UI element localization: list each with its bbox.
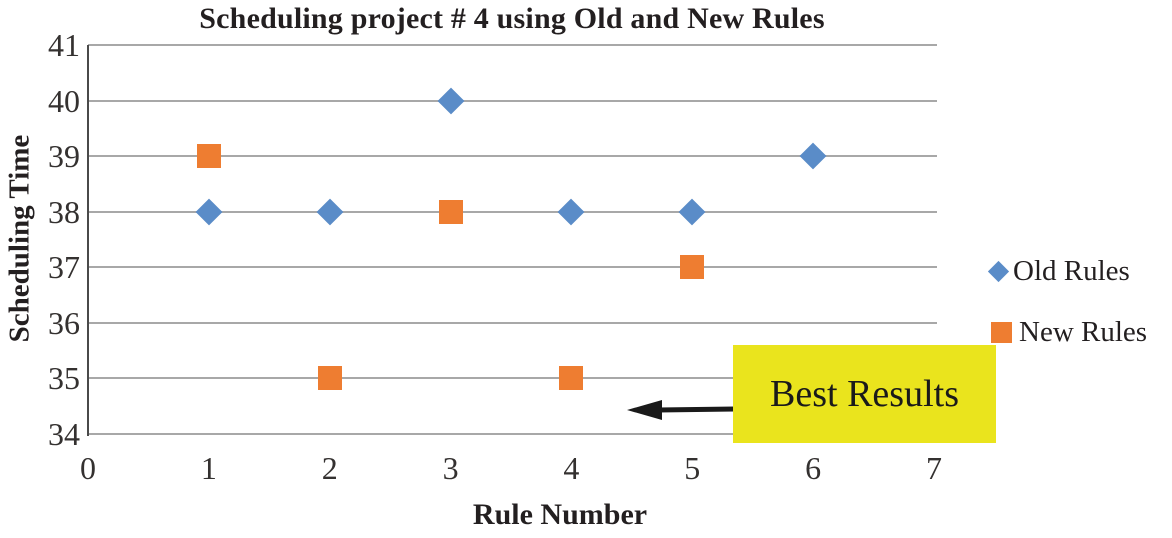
legend-label-old-rules: Old Rules (1013, 254, 1130, 287)
y-tick-label-39: 39 (48, 138, 80, 175)
legend: Old Rules New Rules (987, 252, 1147, 374)
x-axis-title: Rule Number (472, 498, 648, 531)
y-tick-label-36: 36 (48, 304, 80, 341)
y-axis-title: Scheduling Time (3, 134, 36, 343)
legend-item-old-rules: Old Rules (987, 252, 1147, 290)
y-tick-label-38: 38 (48, 193, 80, 230)
gridline-y-41 (88, 44, 937, 46)
gridline-y-38 (88, 210, 937, 213)
new-rules-point-2 (317, 366, 342, 391)
x-tick-label-5: 5 (684, 450, 701, 486)
y-axis-line (87, 45, 89, 436)
best-results-label: Best Results (770, 373, 959, 415)
x-tick-label-7: 7 (926, 450, 942, 486)
gridline-y-40 (88, 99, 937, 102)
new-rules-square-icon (991, 321, 1012, 343)
legend-item-new-rules: New Rules (991, 313, 1147, 351)
x-tick-label-6: 6 (805, 450, 822, 486)
x-tick-label-4: 4 (563, 450, 580, 486)
best-results-annotation: Best Results (733, 345, 996, 443)
best-results-arrow-icon (627, 400, 736, 420)
x-tick-label-3: 3 (442, 450, 459, 486)
gridline-y-34 (88, 433, 937, 435)
y-tick-label-35: 35 (48, 360, 80, 397)
gridline-y-35 (88, 377, 937, 380)
new-rules-point-5 (680, 255, 705, 280)
chart-title: Scheduling project # 4 using Old and New… (199, 2, 825, 35)
gridline-y-37 (88, 266, 937, 269)
y-tick-label-40: 40 (48, 82, 80, 119)
new-rules-point-3 (438, 199, 463, 224)
x-tick-label-0: 0 (80, 450, 96, 486)
new-rules-point-1 (196, 144, 221, 169)
gridline-y-36 (88, 321, 937, 324)
y-tick-label-37: 37 (48, 249, 80, 286)
legend-label-new-rules: New Rules (1019, 315, 1148, 348)
old-rules-diamond-icon (987, 260, 1010, 282)
x-tick-label-2: 2 (321, 450, 338, 486)
y-tick-label-41: 41 (48, 27, 80, 63)
gridline-y-39 (88, 155, 937, 158)
new-rules-point-4 (559, 366, 584, 391)
y-tick-label-34: 34 (48, 416, 80, 452)
x-tick-label-1: 1 (200, 450, 217, 486)
